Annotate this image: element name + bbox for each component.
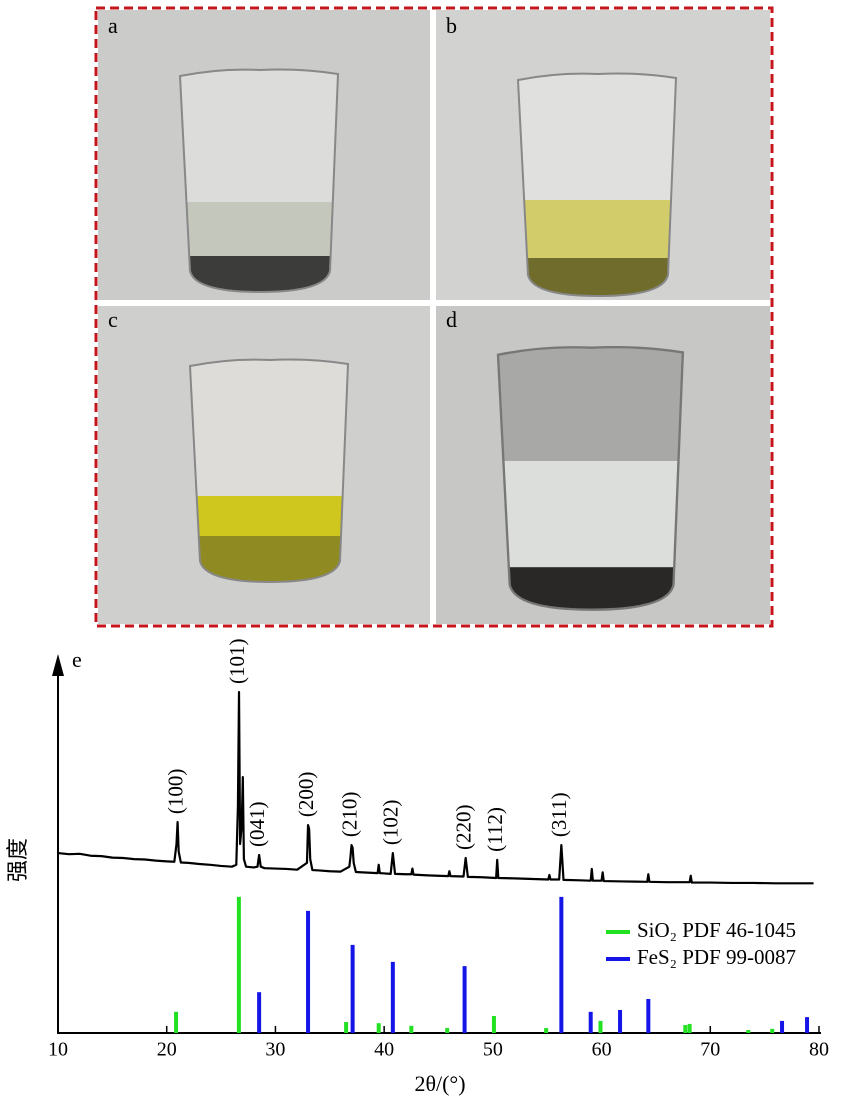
panel-label: c [108, 307, 118, 332]
x-tick-label: 20 [157, 1039, 177, 1061]
x-tick-label: 30 [265, 1039, 285, 1061]
y-axis-label: 强度 [5, 838, 30, 882]
x-axis-label: 2θ/(°) [414, 1071, 465, 1096]
panel-label: a [108, 13, 118, 38]
x-tick-label: 40 [374, 1039, 394, 1061]
peak-label: (041) [245, 801, 269, 847]
peak-label: (112) [483, 807, 507, 852]
legend-label: SiO₂ PDF 46-1045 [637, 918, 796, 942]
x-tick-label: 70 [700, 1039, 720, 1061]
xrd-pattern [57, 690, 814, 885]
legend-label: FeS₂ PDF 99-0087 [637, 945, 796, 969]
peak-label: (102) [379, 800, 403, 846]
peak-label: (220) [451, 804, 475, 850]
peak-label: (210) [337, 792, 361, 838]
peak-label: (311) [547, 792, 571, 837]
peak-label: (101) [225, 639, 249, 685]
chart: e 2θ/(°) 强度 10 20 30 40 50 60 70 80 (100) (101) (0… [5, 639, 829, 1097]
x-tick-label: 80 [809, 1039, 829, 1061]
panel-label: b [446, 13, 457, 38]
y-axis-arrow [52, 654, 64, 676]
beaker-b [517, 72, 677, 297]
x-tick-label: 60 [592, 1039, 612, 1061]
beaker-a [179, 68, 339, 293]
panel-label: d [446, 307, 457, 332]
panel-label: e [72, 647, 82, 672]
x-tick-label: 10 [48, 1039, 68, 1061]
beaker-c [189, 358, 349, 583]
photo-frame [94, 6, 774, 628]
photo-grid: a b c d [94, 6, 774, 628]
peak-label: (100) [163, 769, 187, 815]
peak-label: (200) [294, 772, 318, 818]
x-tick-label: 50 [483, 1039, 503, 1061]
beaker-d [496, 345, 685, 611]
